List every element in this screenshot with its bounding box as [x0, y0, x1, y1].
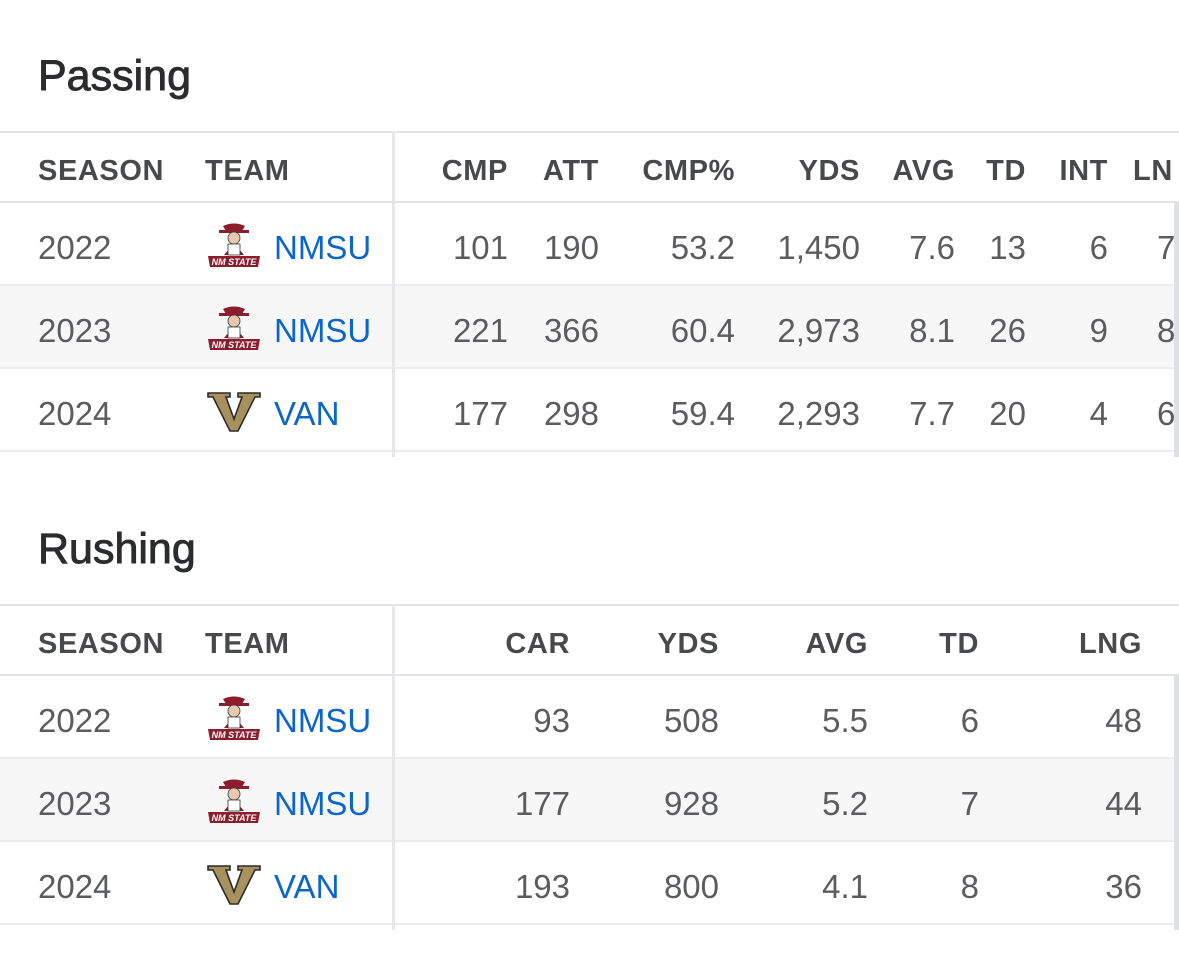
cell-cmp: 221	[452, 312, 508, 349]
cell-season: 2022	[38, 229, 112, 266]
team-link[interactable]: VAN	[274, 395, 340, 432]
cell-avg: 5.2	[822, 785, 868, 822]
nmsu-logo-icon[interactable]: NM STATE	[205, 221, 263, 269]
cell-yds: 508	[663, 702, 719, 739]
nmsu-logo-icon[interactable]: NM STATE	[205, 304, 263, 352]
table-row: 2022 NM STATE NMSU 101 190 53.2 1,450 7.…	[0, 203, 1179, 286]
header-team[interactable]: TEAM	[205, 628, 290, 660]
cell-cmp-pct: 59.4	[670, 395, 735, 432]
header-att[interactable]: ATT	[542, 155, 599, 187]
header-td[interactable]: TD	[986, 155, 1026, 187]
cell-yds: 2,973	[777, 312, 860, 349]
header-season[interactable]: SEASON	[38, 628, 165, 660]
cell-avg: 8.1	[909, 312, 955, 349]
cell-lng: 36	[1105, 868, 1142, 905]
rushing-table: SEASON TEAM CAR YDS AVG TD LNG 2022 NM S…	[0, 604, 1179, 930]
cell-yds: 800	[663, 868, 719, 905]
cell-cmp-pct: 60.4	[670, 312, 735, 349]
cell-yds: 2,293	[777, 395, 860, 432]
svg-text:NM STATE: NM STATE	[212, 730, 258, 740]
header-yds[interactable]: YDS	[657, 628, 719, 660]
cell-int: 6	[1089, 229, 1108, 266]
vanderbilt-logo-icon[interactable]	[205, 860, 263, 908]
header-td[interactable]: TD	[939, 628, 979, 660]
cell-att: 366	[543, 312, 599, 349]
table-header-row: SEASON TEAM CMP ATT CMP% YDS AVG TD INT …	[0, 131, 1179, 203]
horizontal-scroll-edge	[1174, 203, 1179, 457]
nmsu-logo-icon[interactable]: NM STATE	[205, 777, 263, 825]
cell-td: 13	[989, 229, 1026, 266]
cell-att: 298	[543, 395, 599, 432]
header-car[interactable]: CAR	[505, 628, 570, 660]
cell-int: 9	[1089, 312, 1108, 349]
cell-car: 177	[514, 785, 570, 822]
cell-att: 190	[543, 229, 599, 266]
passing-section-title: Passing	[38, 52, 192, 100]
cell-td: 8	[960, 868, 979, 905]
svg-text:NM STATE: NM STATE	[212, 257, 258, 267]
cell-td: 7	[960, 785, 979, 822]
cell-season: 2023	[38, 312, 112, 349]
cell-int: 4	[1089, 395, 1108, 432]
cell-lng: 7	[1157, 229, 1176, 266]
header-yds[interactable]: YDS	[798, 155, 860, 187]
cell-cmp: 177	[452, 395, 508, 432]
nmsu-logo-icon[interactable]: NM STATE	[205, 694, 263, 742]
cell-cmp-pct: 53.2	[670, 229, 735, 266]
rushing-section-title: Rushing	[38, 525, 197, 573]
svg-text:NM STATE: NM STATE	[212, 340, 258, 350]
cell-yds: 928	[663, 785, 719, 822]
cell-lng: 8	[1157, 312, 1176, 349]
cell-car: 193	[514, 868, 570, 905]
team-link[interactable]: NMSU	[274, 312, 372, 349]
team-link[interactable]: NMSU	[274, 229, 372, 266]
horizontal-scroll-edge	[1174, 676, 1179, 930]
cell-td: 26	[989, 312, 1026, 349]
header-season[interactable]: SEASON	[38, 155, 165, 187]
header-lng[interactable]: LN	[1133, 155, 1173, 187]
cell-season: 2023	[38, 785, 112, 822]
cell-avg: 4.1	[822, 868, 868, 905]
header-team[interactable]: TEAM	[205, 155, 290, 187]
cell-lng: 44	[1105, 785, 1142, 822]
cell-cmp: 101	[452, 229, 508, 266]
header-cmp-pct[interactable]: CMP%	[642, 155, 735, 187]
team-link[interactable]: VAN	[274, 868, 340, 905]
svg-text:NM STATE: NM STATE	[212, 813, 258, 823]
cell-lng: 6	[1157, 395, 1176, 432]
vanderbilt-logo-icon[interactable]	[205, 387, 263, 435]
cell-lng: 48	[1105, 702, 1142, 739]
cell-td: 20	[989, 395, 1026, 432]
table-row: 2024 VAN 193 800 4.1 8 36	[0, 842, 1179, 925]
cell-td: 6	[960, 702, 979, 739]
cell-avg: 7.6	[909, 229, 955, 266]
cell-season: 2024	[38, 395, 112, 432]
table-row: 2023 NM STATE NMSU 221 366 60.4 2,973 8.…	[0, 286, 1179, 369]
cell-season: 2024	[38, 868, 112, 905]
cell-season: 2022	[38, 702, 112, 739]
header-int[interactable]: INT	[1059, 155, 1108, 187]
table-row: 2024 VAN 177 298 59.4 2,293 7.7 20 4 6	[0, 369, 1179, 452]
header-avg[interactable]: AVG	[892, 155, 955, 187]
header-cmp[interactable]: CMP	[441, 155, 508, 187]
table-row: 2022 NM STATE NMSU 93 508 5.5 6 48	[0, 676, 1179, 759]
cell-car: 93	[533, 702, 570, 739]
team-link[interactable]: NMSU	[274, 785, 372, 822]
header-avg[interactable]: AVG	[805, 628, 868, 660]
cell-yds: 1,450	[777, 229, 860, 266]
cell-avg: 7.7	[909, 395, 955, 432]
table-header-row: SEASON TEAM CAR YDS AVG TD LNG	[0, 604, 1179, 676]
fixed-column-divider	[392, 131, 395, 457]
table-row: 2023 NM STATE NMSU 177 928 5.2 7 44	[0, 759, 1179, 842]
header-lng[interactable]: LNG	[1078, 628, 1142, 660]
team-link[interactable]: NMSU	[274, 702, 372, 739]
fixed-column-divider	[392, 604, 395, 930]
passing-table: SEASON TEAM CMP ATT CMP% YDS AVG TD INT …	[0, 131, 1179, 457]
cell-avg: 5.5	[822, 702, 868, 739]
